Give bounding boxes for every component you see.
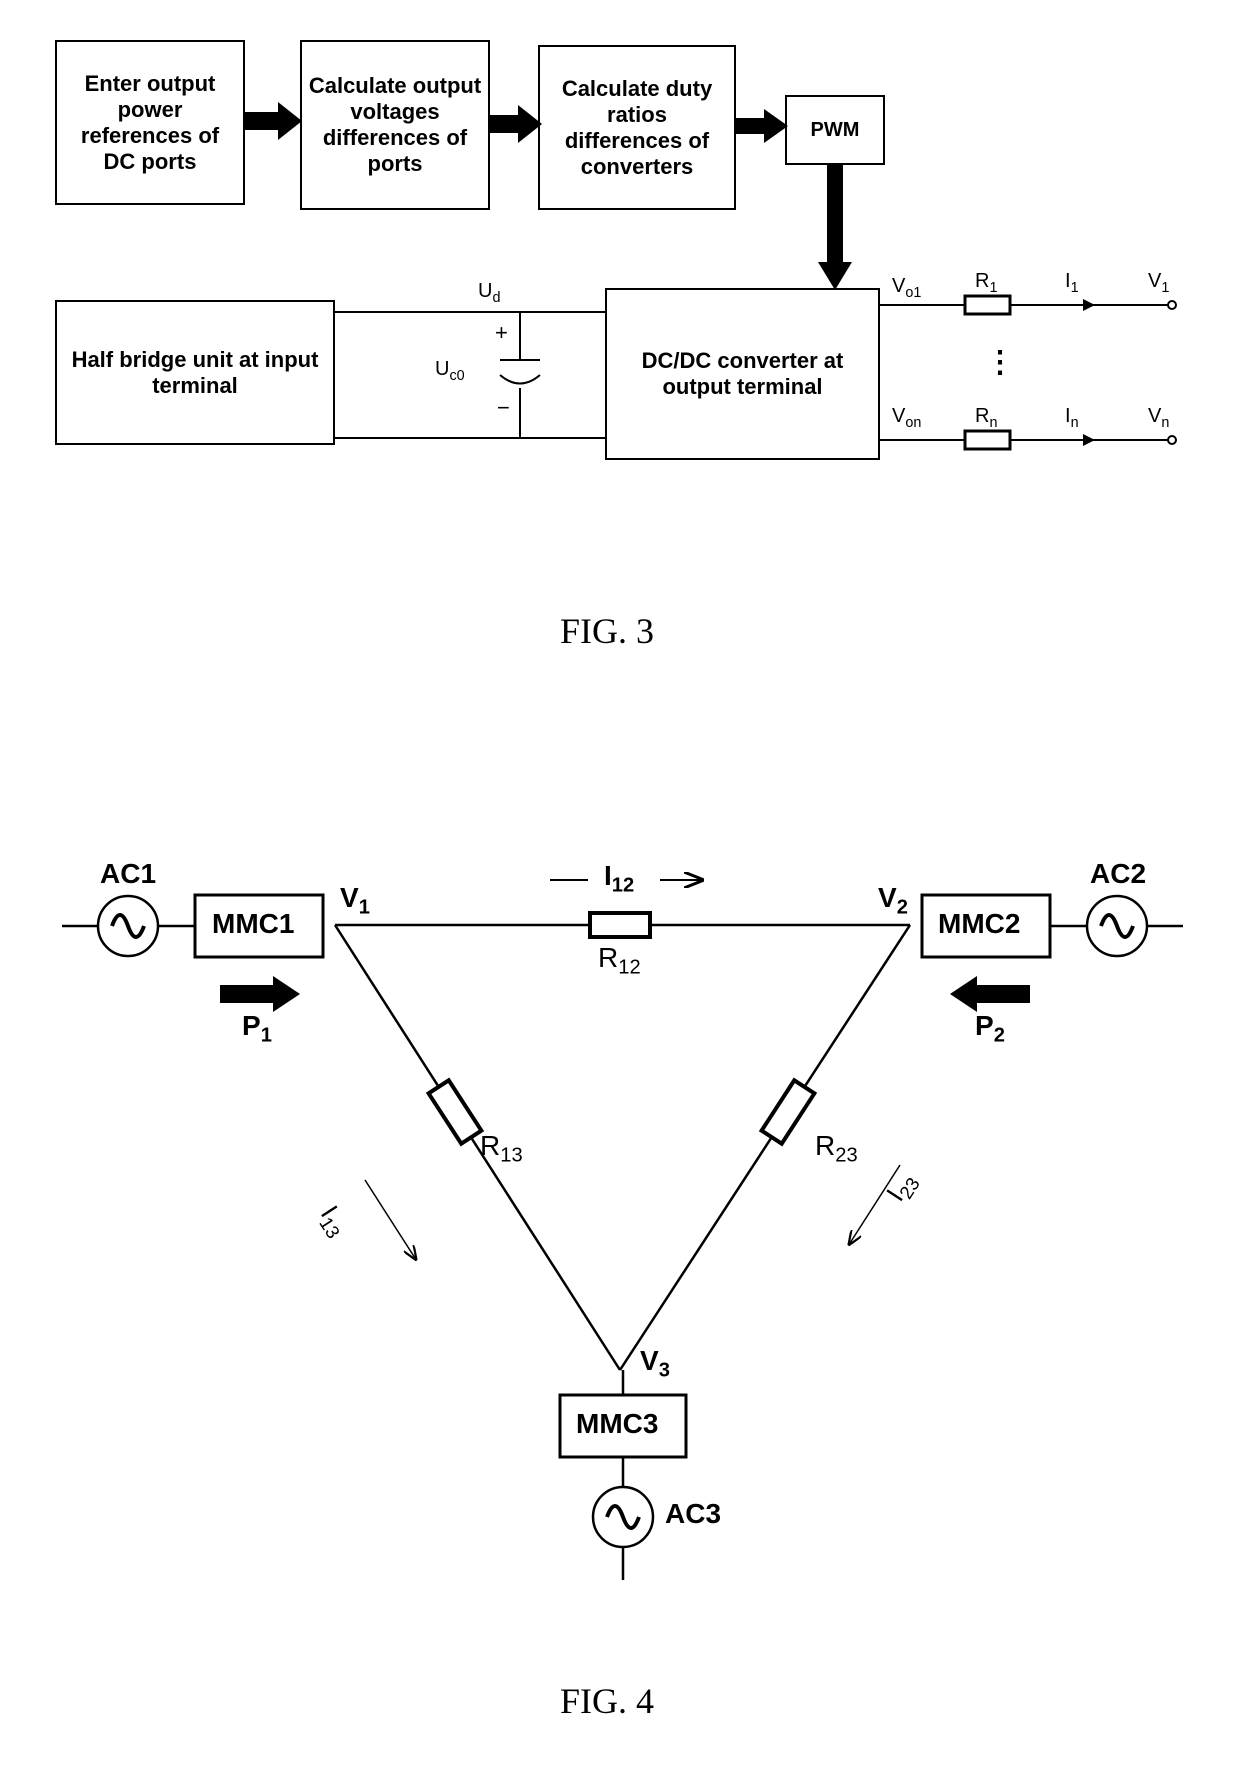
fig4-v1-label: V1 [340,882,370,920]
fig4-mmc3-label: MMC3 [576,1408,658,1440]
fig3-von-label: Von [892,405,921,431]
fig4-v3-label: V3 [640,1345,670,1383]
fig3-wiring [0,0,1240,600]
fig4-ac2-label: AC2 [1090,858,1146,890]
fig4-wiring [0,800,1240,1700]
fig3-caption: FIG. 3 [560,610,654,652]
fig3-ud-label: Ud [478,280,500,306]
fig4-r12-label: R12 [598,942,641,980]
fig4-p2-label: P2 [975,1010,1005,1048]
fig4-r13-label: R13 [480,1130,523,1168]
fig4-mmc2-label: MMC2 [938,908,1020,940]
fig3-rn-label: Rn [975,405,997,431]
fig3-vn-label: Vn [1148,405,1169,431]
fig3-vo1-label: Vo1 [892,275,921,301]
fig3-in-label: In [1065,405,1079,431]
fig4-r23-label: R23 [815,1130,858,1168]
fig3-r1-label: R1 [975,270,997,296]
page: Enter output power references of DC port… [0,0,1240,1784]
fig4-ac1-label: AC1 [100,858,156,890]
fig3-uc0-label: Uc0 [435,358,465,384]
fig3-i1-label: I1 [1065,270,1079,296]
fig3-minus-label: − [497,395,510,421]
fig4-mmc1-label: MMC1 [212,908,294,940]
fig4-p1-label: P1 [242,1010,272,1048]
fig4-v2-label: V2 [878,882,908,920]
fig3-dots: ⋮ [985,345,1015,380]
fig4-caption: FIG. 4 [560,1680,654,1722]
fig3-v1-label: V1 [1148,270,1169,296]
fig4-ac3-label: AC3 [665,1498,721,1530]
fig4-i12-label: I12 [604,860,634,898]
fig3-plus-label: + [495,320,508,346]
